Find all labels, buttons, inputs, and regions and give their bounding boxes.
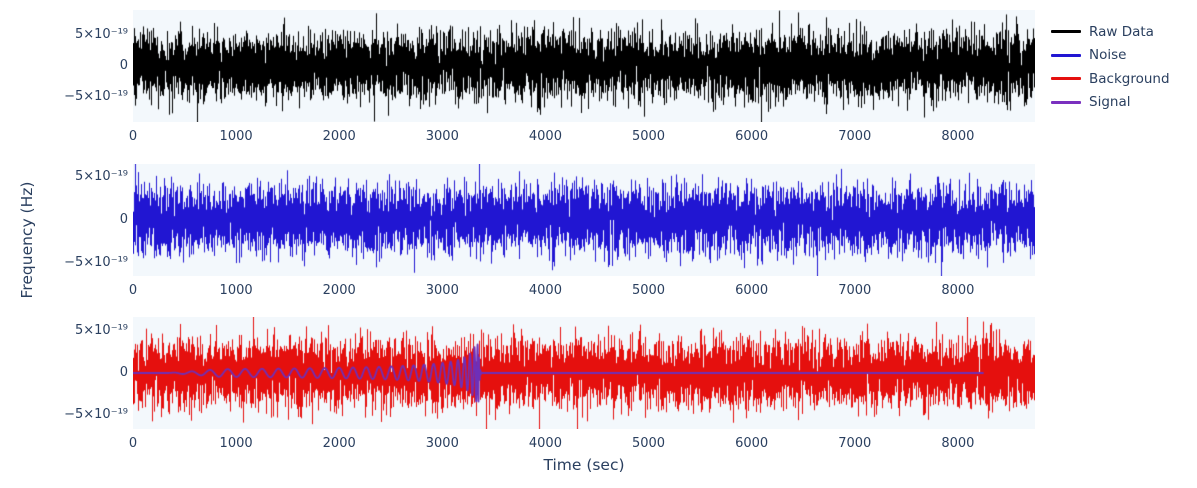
y-tick-label: 0 bbox=[119, 58, 128, 73]
legend: Raw Data Noise Background Signal bbox=[1051, 20, 1170, 114]
background-signal-plot-area[interactable] bbox=[133, 317, 1035, 429]
x-tick-label: 6000 bbox=[735, 436, 769, 451]
y-tick-label: −5×10⁻¹⁹ bbox=[64, 407, 128, 422]
x-axis-ticks-background: 0 1000 2000 3000 4000 5000 6000 7000 8000 bbox=[129, 436, 1035, 452]
signal-line-swatch bbox=[1051, 100, 1081, 104]
x-tick-label: 7000 bbox=[838, 129, 872, 144]
legend-label: Background bbox=[1089, 70, 1170, 87]
x-tick-label: 1000 bbox=[219, 436, 253, 451]
legend-label: Signal bbox=[1089, 94, 1131, 111]
x-tick-label: 1000 bbox=[219, 283, 253, 298]
subplot-background-signal bbox=[133, 317, 1035, 429]
legend-item-background[interactable]: Background bbox=[1051, 67, 1170, 91]
y-tick-label: 0 bbox=[119, 212, 128, 227]
y-tick-label: 5×10⁻¹⁹ bbox=[75, 323, 128, 338]
legend-item-signal[interactable]: Signal bbox=[1051, 91, 1170, 115]
x-tick-label: 3000 bbox=[425, 129, 459, 144]
x-tick-label: 5000 bbox=[631, 129, 666, 144]
legend-label: Noise bbox=[1089, 47, 1127, 64]
legend-item-raw-data[interactable]: Raw Data bbox=[1051, 20, 1170, 44]
y-tick-label: 5×10⁻¹⁹ bbox=[75, 169, 128, 184]
x-tick-label: 4000 bbox=[528, 283, 562, 298]
x-tick-label: 6000 bbox=[735, 129, 769, 144]
x-axis-ticks-noise: 0 1000 2000 3000 4000 5000 6000 7000 8000 bbox=[129, 283, 1035, 299]
x-tick-label: 4000 bbox=[528, 129, 562, 144]
x-tick-label: 5000 bbox=[631, 283, 666, 298]
legend-label: Raw Data bbox=[1089, 23, 1154, 40]
x-tick-label: 1000 bbox=[219, 129, 253, 144]
x-tick-label: 5000 bbox=[631, 436, 666, 451]
noise-line-swatch bbox=[1051, 53, 1081, 57]
raw-data-plot-area[interactable] bbox=[133, 10, 1035, 122]
x-tick-label: 7000 bbox=[838, 283, 872, 298]
y-tick-label: −5×10⁻¹⁹ bbox=[64, 255, 128, 270]
x-tick-label: 4000 bbox=[528, 436, 562, 451]
y-axis-title: Frequency (Hz) bbox=[18, 181, 36, 299]
subplot-raw-data bbox=[133, 10, 1035, 122]
x-axis-ticks-raw: 0 1000 2000 3000 4000 5000 6000 7000 8000 bbox=[129, 129, 1035, 145]
y-tick-label: 5×10⁻¹⁹ bbox=[75, 27, 128, 42]
legend-item-noise[interactable]: Noise bbox=[1051, 44, 1170, 68]
subplot-noise bbox=[133, 164, 1035, 276]
x-tick-label: 6000 bbox=[735, 283, 769, 298]
x-tick-label: 7000 bbox=[838, 436, 872, 451]
raw-data-line-swatch bbox=[1051, 30, 1081, 34]
x-tick-label: 0 bbox=[128, 436, 138, 451]
x-tick-label: 8000 bbox=[941, 283, 975, 298]
noise-plot-area[interactable] bbox=[133, 164, 1035, 276]
x-axis-title: Time (sec) bbox=[543, 456, 625, 474]
y-tick-label: 0 bbox=[119, 365, 128, 380]
x-tick-label: 0 bbox=[128, 283, 138, 298]
x-tick-label: 2000 bbox=[322, 129, 356, 144]
y-tick-label: −5×10⁻¹⁹ bbox=[64, 89, 128, 104]
x-tick-label: 2000 bbox=[322, 436, 356, 451]
x-tick-label: 8000 bbox=[941, 436, 975, 451]
x-tick-label: 8000 bbox=[941, 129, 975, 144]
x-tick-label: 3000 bbox=[425, 436, 459, 451]
x-tick-label: 0 bbox=[128, 129, 138, 144]
x-tick-label: 3000 bbox=[425, 283, 459, 298]
x-tick-label: 2000 bbox=[322, 283, 356, 298]
background-line-swatch bbox=[1051, 77, 1081, 81]
